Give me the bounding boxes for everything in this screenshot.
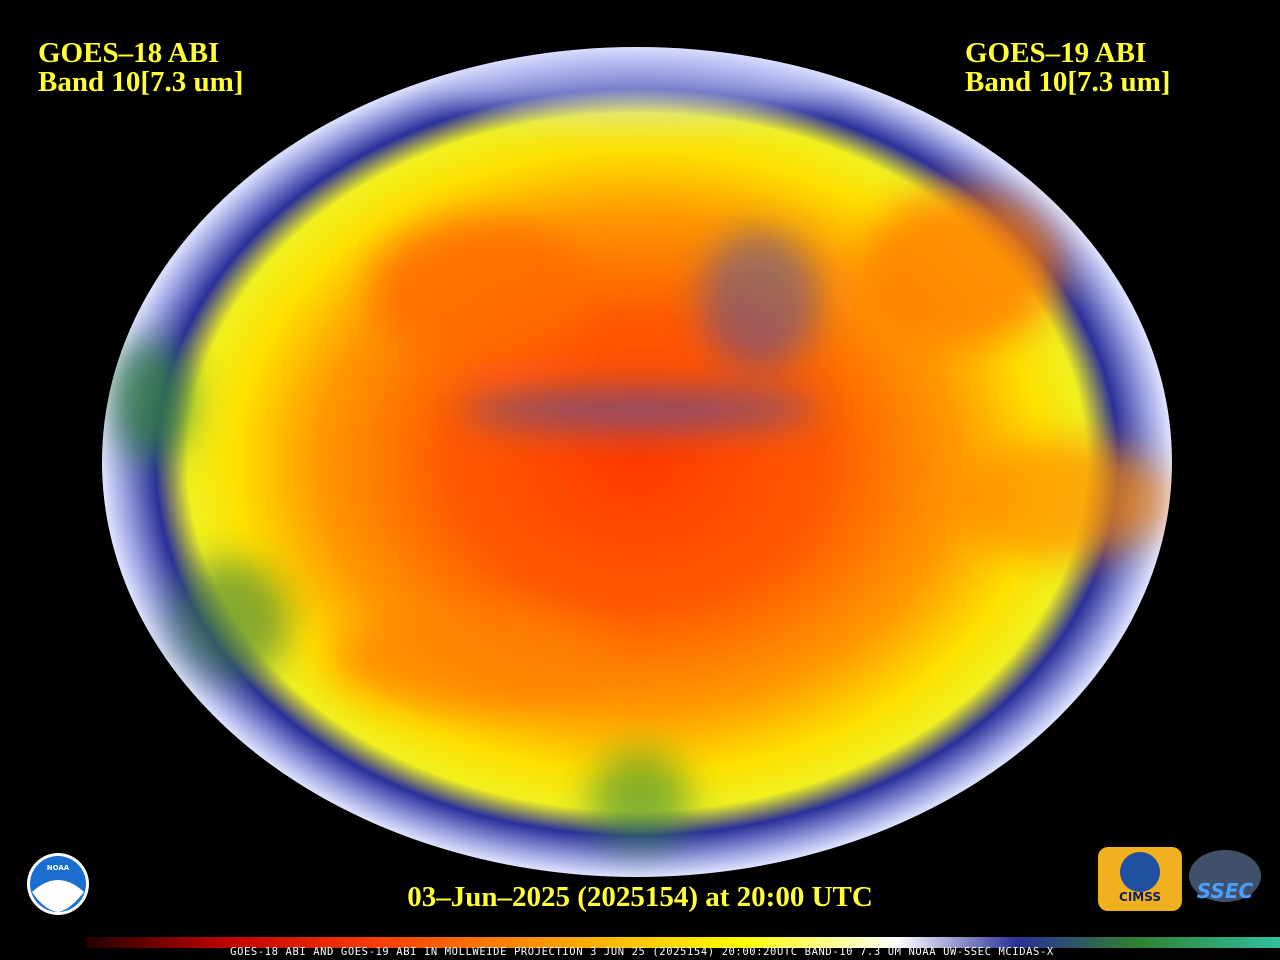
ssec-logo: SSEC (1189, 850, 1261, 903)
noaa-logo: NOAA (27, 853, 89, 915)
noaa-label: NOAA (47, 864, 70, 872)
footer-caption: GOES-18 ABI AND GOES-19 ABI IN MOLLWEIDE… (230, 946, 1054, 958)
cloud-texture (110, 47, 1170, 850)
ssec-label: SSEC (1197, 879, 1254, 903)
left-band: Band 10[7.3 um] (38, 66, 243, 98)
cimss-label: CIMSS (1119, 890, 1161, 904)
color-bar (85, 937, 1280, 948)
right-title: GOES–19 ABI (965, 37, 1146, 69)
left-title: GOES–18 ABI (38, 37, 219, 69)
right-band: Band 10[7.3 um] (965, 66, 1170, 98)
cimss-logo: CIMSS (1098, 847, 1182, 911)
timestamp: 03–Jun–2025 (2025154) at 20:00 UTC (407, 881, 873, 913)
